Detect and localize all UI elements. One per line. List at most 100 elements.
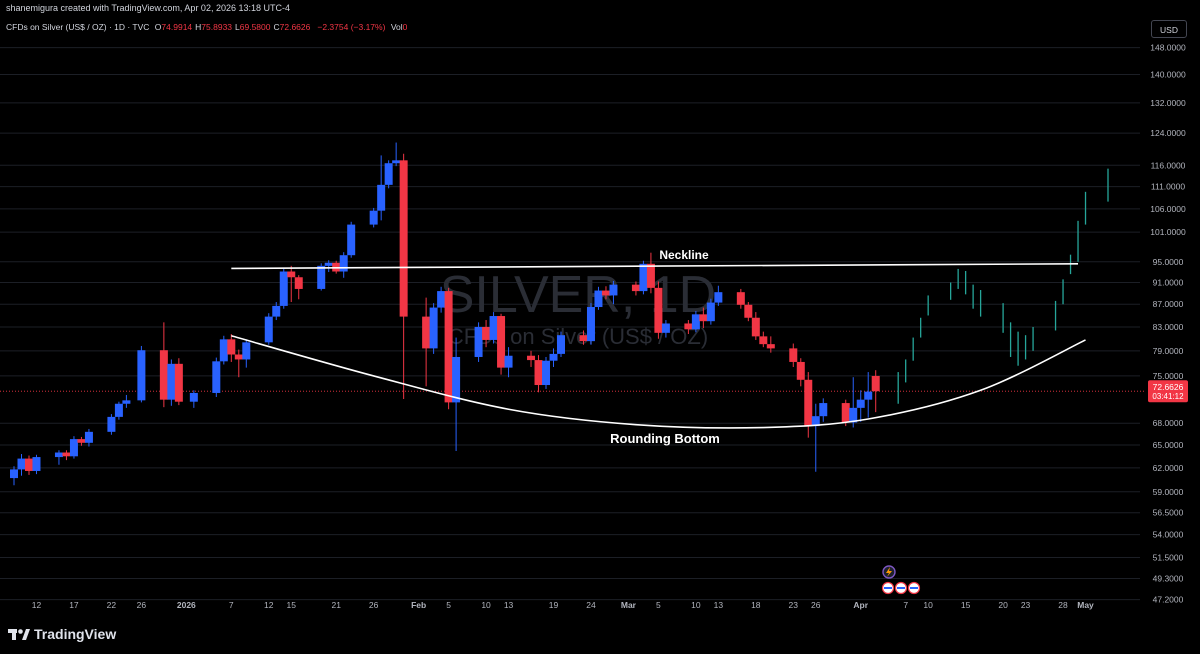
candle-body [744,304,753,318]
candle-body [219,339,228,362]
candle-body [452,356,461,403]
tradingview-footer[interactable]: TradingView [8,624,116,644]
volume-value: 0 [402,22,408,32]
candle [219,335,228,365]
symbol-title[interactable]: CFDs on Silver (US$ / OZ) · 1D · TVC [6,22,150,32]
candle [384,160,393,189]
candle [706,298,715,325]
price-tick-label: 91.0000 [1153,278,1184,288]
rounding-bottom-label: Rounding Bottom [610,431,720,446]
candle-body [646,263,655,288]
time-tick-label: 22 [107,600,117,610]
time-tick-label: 15 [961,600,971,610]
candle-body [601,290,610,296]
currency-button[interactable]: USD [1151,20,1187,38]
candle-body [437,291,446,308]
candle-body [317,265,326,289]
time-tick-label: 28 [1058,600,1068,610]
candle-body [474,326,483,357]
candle [62,450,71,461]
time-tick-label: 5 [446,600,451,610]
candle-body [212,361,221,393]
candle [422,297,431,387]
bar-countdown: 03:41:12 [1152,392,1184,401]
candle [586,303,595,345]
time-tick-label: Feb [411,600,426,610]
candle-body [122,400,131,404]
candle-body [84,431,93,443]
candle [849,377,858,428]
candle [751,312,760,340]
candle [549,348,558,367]
candle-body [684,323,693,330]
chart-caption: shanemigura created with TradingView.com… [6,3,290,13]
candle-body [392,160,401,164]
candle-body [841,403,850,423]
candle [32,454,41,475]
price-tick-label: 54.0000 [1153,530,1184,540]
us-flag-stripe [910,587,918,589]
candle [212,357,221,397]
candle-body [114,403,123,417]
candle-body [17,458,26,470]
candle-body [699,314,708,322]
candle [542,356,551,389]
candle-body [579,335,588,342]
candle [377,155,386,221]
rounding-bottom-curve[interactable] [231,335,1086,429]
price-tick-label: 87.0000 [1153,299,1184,309]
candle-body [609,284,618,296]
candle [137,345,146,403]
candle [482,320,491,348]
candle-body [489,316,498,340]
candle [646,252,655,294]
candle-body [691,314,700,330]
event-icons[interactable] [881,565,921,595]
candle [489,312,498,344]
candle [69,436,78,459]
candle [294,275,303,300]
time-tick-label: 13 [714,600,724,610]
candle [437,286,446,313]
candle-body [32,457,41,471]
candle-body [849,407,858,423]
candle-body [504,355,513,368]
candle-body [759,336,768,345]
candle [264,313,273,345]
price-tick-label: 95.0000 [1153,257,1184,267]
candle-body [10,469,18,479]
candle [339,252,348,278]
candle-body [422,316,431,349]
candle [122,394,131,408]
candle [369,207,378,228]
candle [871,370,880,413]
us-flag-stripe [897,587,905,589]
candle [497,313,506,375]
candle [324,260,333,273]
last-price-tag: 72.6626 03:41:12 [1148,380,1188,403]
candle [789,343,798,367]
candle [534,355,543,393]
candle [601,286,610,300]
candle-body [789,348,798,362]
candle [84,428,93,447]
candle-body [796,361,805,380]
symbol-legend: CFDs on Silver (US$ / OZ) · 1D · TVC O74… [6,22,407,32]
candle-body [542,360,551,386]
candle-body [527,355,536,361]
volume-label: Vol [390,22,403,32]
candle [856,390,865,422]
candle [691,310,700,333]
price-axis[interactable]: 148.0000 140.0000 132.0000 124.0000 116.0000… [1150,43,1186,605]
candle [527,350,536,367]
time-tick-label: 12 [32,600,42,610]
candle [579,330,588,345]
candle-body [54,452,63,458]
candle [609,280,618,305]
candle-body [294,277,303,289]
neckline-line[interactable] [231,262,1079,270]
candle [811,403,820,472]
projection-layer [897,168,1109,404]
time-axis[interactable]: 12 17 22 26 2026 7 12 15 21 26 Feb 5 10 13 19 24 Mar 5 10 1… [32,600,1094,610]
